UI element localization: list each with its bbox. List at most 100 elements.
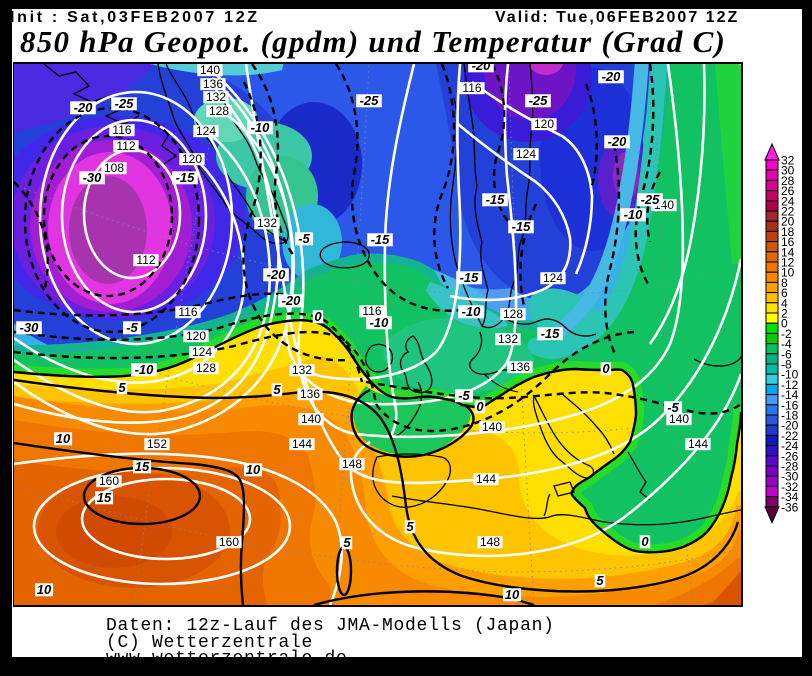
svg-text:140: 140 (301, 412, 321, 426)
svg-text:-18: -18 (781, 409, 799, 423)
svg-text:24: 24 (781, 194, 795, 208)
svg-text:-30: -30 (20, 320, 40, 335)
svg-text:-22: -22 (781, 429, 799, 443)
svg-text:148: 148 (342, 457, 362, 471)
svg-text:144: 144 (476, 472, 496, 486)
svg-text:160: 160 (219, 535, 239, 549)
svg-text:-25: -25 (115, 96, 135, 111)
svg-text:152: 152 (147, 437, 167, 451)
svg-text:-6: -6 (781, 347, 792, 361)
svg-text:22: 22 (781, 205, 795, 219)
svg-text:0: 0 (602, 361, 610, 376)
svg-text:0: 0 (314, 309, 322, 324)
svg-text:132: 132 (257, 216, 277, 230)
svg-text:-5: -5 (298, 231, 310, 246)
svg-text:-16: -16 (781, 398, 799, 412)
svg-text:www.wetterzentrale.de: www.wetterzentrale.de (106, 649, 348, 669)
svg-text:-5: -5 (667, 400, 679, 415)
svg-text:124: 124 (516, 147, 536, 161)
svg-text:850 hPa Geopot. (gpdm) und Tem: 850 hPa Geopot. (gpdm) und Temperatur (G… (20, 24, 726, 59)
svg-text:10: 10 (56, 431, 71, 446)
svg-text:128: 128 (196, 361, 216, 375)
svg-text:132: 132 (498, 332, 518, 346)
svg-text:128: 128 (209, 104, 229, 118)
svg-text:20: 20 (781, 215, 795, 229)
svg-text:-10: -10 (781, 368, 799, 382)
svg-text:5: 5 (118, 380, 126, 395)
svg-text:132: 132 (292, 363, 312, 377)
svg-text:0: 0 (781, 317, 788, 331)
svg-text:32: 32 (781, 154, 795, 168)
svg-text:132: 132 (206, 90, 226, 104)
svg-text:-30: -30 (781, 470, 799, 484)
svg-text:136: 136 (510, 360, 530, 374)
svg-text:-15: -15 (460, 270, 480, 285)
svg-text:-10: -10 (251, 120, 271, 135)
svg-text:0: 0 (641, 534, 649, 549)
svg-text:Daten: 12z-Lauf des JMA-Modell: Daten: 12z-Lauf des JMA-Modells (Japan) (106, 616, 555, 636)
svg-text:-10: -10 (135, 362, 155, 377)
svg-text:112: 112 (116, 139, 135, 153)
svg-text:-26: -26 (781, 449, 799, 463)
svg-text:-12: -12 (781, 378, 799, 392)
svg-text:(C) Wetterzentrale: (C) Wetterzentrale (106, 633, 313, 653)
svg-text:140: 140 (200, 63, 220, 77)
svg-text:10: 10 (505, 587, 520, 602)
svg-text:124: 124 (192, 345, 212, 359)
svg-text:-20: -20 (608, 134, 628, 149)
svg-text:128: 128 (503, 307, 523, 321)
svg-text:-25: -25 (529, 93, 549, 108)
svg-text:-10: -10 (462, 304, 482, 319)
svg-text:-25: -25 (641, 192, 661, 207)
svg-text:8: 8 (781, 276, 788, 290)
svg-text:-20: -20 (602, 69, 622, 84)
svg-text:140: 140 (669, 412, 689, 426)
svg-text:-20: -20 (781, 419, 799, 433)
svg-text:144: 144 (688, 437, 708, 451)
svg-text:15: 15 (135, 459, 150, 474)
svg-text:-20: -20 (282, 293, 302, 308)
svg-text:116: 116 (362, 304, 381, 318)
svg-text:-4: -4 (781, 337, 792, 351)
svg-text:112: 112 (136, 253, 155, 267)
svg-text:-15: -15 (486, 192, 506, 207)
svg-text:10: 10 (781, 266, 795, 280)
svg-text:12: 12 (781, 256, 795, 270)
svg-text:-14: -14 (781, 388, 799, 402)
svg-text:108: 108 (104, 161, 124, 175)
svg-text:5: 5 (406, 519, 414, 534)
svg-text:116: 116 (112, 123, 131, 137)
svg-text:144: 144 (292, 437, 312, 451)
svg-text:5: 5 (596, 573, 604, 588)
svg-text:5: 5 (343, 535, 351, 550)
svg-text:0: 0 (476, 399, 484, 414)
svg-text:14: 14 (781, 245, 795, 259)
svg-text:136: 136 (203, 77, 223, 91)
svg-text:148: 148 (480, 535, 500, 549)
svg-text:15: 15 (97, 490, 112, 505)
svg-text:-20: -20 (74, 100, 94, 115)
svg-text:160: 160 (99, 474, 119, 488)
svg-text:16: 16 (781, 235, 795, 249)
svg-text:116: 116 (178, 305, 197, 319)
svg-text:10: 10 (37, 582, 52, 597)
svg-text:-36: -36 (781, 500, 799, 514)
svg-text:-2: -2 (781, 327, 792, 341)
svg-text:120: 120 (534, 117, 554, 131)
svg-text:28: 28 (781, 174, 795, 188)
svg-text:-25: -25 (360, 93, 380, 108)
svg-text:-30: -30 (83, 170, 103, 185)
svg-text:140: 140 (482, 420, 502, 434)
svg-text:124: 124 (196, 124, 216, 138)
svg-text:-15: -15 (176, 170, 196, 185)
svg-text:Init : Sat,03FEB2007 12Z: Init : Sat,03FEB2007 12Z (10, 9, 260, 26)
svg-text:18: 18 (781, 225, 795, 239)
svg-text:120: 120 (182, 152, 202, 166)
svg-text:10: 10 (246, 462, 261, 477)
svg-text:120: 120 (186, 329, 206, 343)
svg-text:-15: -15 (512, 219, 532, 234)
svg-text:-15: -15 (371, 232, 391, 247)
svg-text:-24: -24 (781, 439, 799, 453)
svg-text:-10: -10 (370, 315, 390, 330)
svg-text:6: 6 (781, 286, 788, 300)
